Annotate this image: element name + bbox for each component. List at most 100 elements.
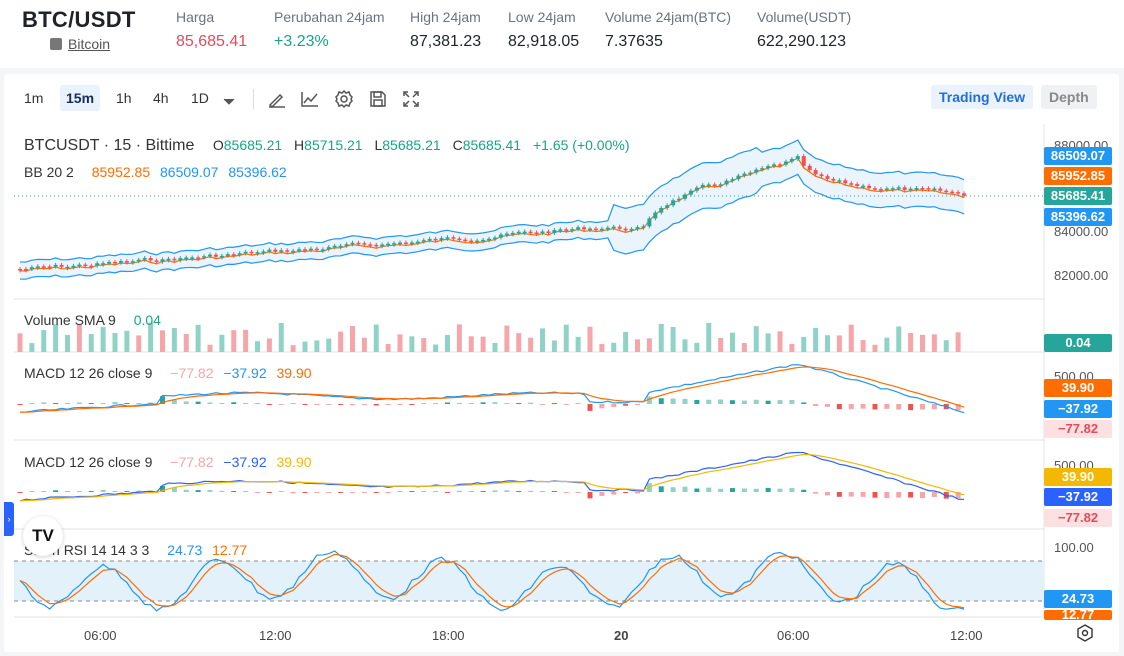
macd-hist-bar <box>207 402 213 404</box>
macd-line <box>19 364 965 414</box>
candle <box>706 184 711 186</box>
volume-tag: 0.04 <box>1044 334 1112 352</box>
volume-bar <box>646 338 652 352</box>
macd-hist-bar <box>397 404 403 405</box>
macd-hist-bar <box>551 491 557 492</box>
volume-bar <box>136 335 142 352</box>
candle <box>320 249 325 251</box>
macd-hist-bar <box>884 404 890 409</box>
macd-hist-bar <box>920 404 925 410</box>
candle <box>142 258 147 260</box>
candle <box>956 192 961 194</box>
draw-icon[interactable] <box>267 89 287 109</box>
coin-name[interactable]: Bitcoin <box>68 36 111 52</box>
macd-hist-bar <box>397 491 403 492</box>
macd-hist-bar <box>563 404 569 405</box>
macd-hist-bar <box>136 490 142 492</box>
volume-bar <box>29 343 35 352</box>
volume-bar <box>516 333 522 352</box>
macd-hist-bar <box>468 491 474 492</box>
macd-hist-bar <box>160 396 165 404</box>
macd-hist-bar <box>290 492 296 494</box>
macd-hist-bar <box>931 404 937 410</box>
volume-bar <box>741 343 747 352</box>
candle <box>368 244 373 246</box>
timeframe-4h[interactable]: 4h <box>153 90 169 106</box>
candle <box>605 227 610 230</box>
macd-hist-bar <box>112 402 118 404</box>
volume-bar <box>88 334 94 352</box>
macd-hist-bar <box>635 404 640 405</box>
macd-hist-bar <box>920 492 925 499</box>
macd2-line-value: −37.92 <box>223 454 267 470</box>
macd-hist-bar <box>373 492 379 493</box>
coin-link[interactable]: Bitcoin <box>50 36 110 52</box>
candle <box>166 258 171 261</box>
candle <box>291 250 296 253</box>
side-panel-toggle[interactable]: › <box>4 502 14 536</box>
candle <box>843 180 848 184</box>
chevron-down-icon[interactable] <box>223 93 243 113</box>
volume-bar <box>943 340 949 352</box>
macd-hist-bar <box>302 492 308 493</box>
candle <box>825 176 830 179</box>
candle <box>457 238 462 241</box>
time-axis-label: 12:00 <box>950 628 983 643</box>
volume-bar <box>397 334 403 352</box>
fullscreen-icon[interactable] <box>401 89 421 109</box>
candle <box>896 187 901 189</box>
timeframe-1d[interactable]: 1D <box>191 90 209 106</box>
macd-hist-bar <box>575 403 581 404</box>
candle <box>593 228 598 231</box>
settings-icon[interactable] <box>334 89 354 109</box>
bb-basis-line <box>19 157 965 272</box>
macd2-hist-tag: −77.82 <box>1044 509 1112 527</box>
candle <box>629 228 634 231</box>
volume-bar <box>920 334 925 352</box>
chart-canvas[interactable] <box>14 124 1117 652</box>
macd-hist-bar <box>183 489 189 492</box>
macd-hist-bar <box>528 402 534 404</box>
timeframe-15m[interactable]: 15m <box>60 85 101 111</box>
open-value: 85685.21 <box>223 137 283 153</box>
candle <box>861 185 866 188</box>
trading-view-button[interactable]: Trading View <box>931 85 1034 109</box>
save-icon[interactable] <box>368 89 388 109</box>
macd-hist-bar <box>17 492 23 493</box>
timeframe-1m[interactable]: 1m <box>24 90 44 106</box>
candle <box>635 227 640 229</box>
macd-hist-bar <box>409 491 415 492</box>
depth-button[interactable]: Depth <box>1041 85 1097 109</box>
macd-hist-bar <box>124 403 130 404</box>
candle <box>303 249 307 251</box>
timeframe-1h[interactable]: 1h <box>116 90 132 106</box>
candle <box>795 156 800 160</box>
candle <box>374 244 379 247</box>
candle <box>564 229 569 231</box>
volume-bar <box>848 324 854 352</box>
chart-settings-icon[interactable] <box>1076 624 1094 642</box>
candle <box>516 231 521 234</box>
indicator-icon[interactable] <box>300 89 320 109</box>
volume-bar <box>825 335 830 352</box>
macd-hist-bar <box>789 488 795 492</box>
macd-hist-bar <box>765 400 771 404</box>
change-value: +1.65 (+0.00%) <box>532 137 630 153</box>
candle <box>107 261 112 264</box>
candle <box>427 238 432 241</box>
volume-bar <box>540 328 545 352</box>
volume-bar <box>777 331 783 352</box>
macd-hist-bar <box>338 492 344 493</box>
volume-bar <box>373 324 379 352</box>
candle <box>433 238 438 241</box>
candle <box>314 248 319 251</box>
candle <box>18 268 22 271</box>
candle <box>576 227 581 230</box>
candle <box>392 243 397 245</box>
candle <box>190 257 195 259</box>
candle <box>380 244 385 247</box>
volume-bar <box>789 343 795 352</box>
chart-area[interactable]: BTCUSDT · 15 · Bittime O85685.21 H85715.… <box>14 124 1117 652</box>
candle <box>558 229 563 231</box>
macd-hist-bar <box>836 404 842 410</box>
